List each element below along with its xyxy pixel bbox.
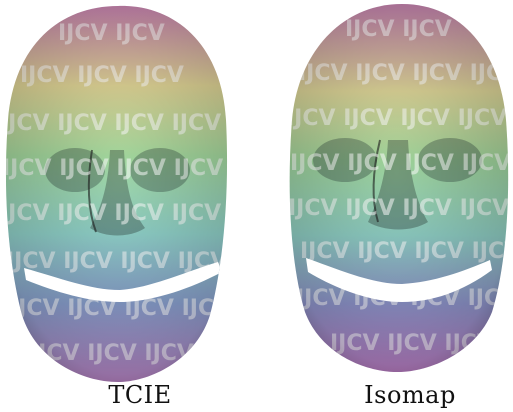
caption-isomap: Isomap bbox=[364, 381, 456, 409]
mouth-gap bbox=[306, 258, 492, 302]
mouth-gap bbox=[24, 262, 222, 302]
face-isomap: IJCV IJCV IJCV IJCV IJCV IJCV IJCV IJCV … bbox=[289, 4, 509, 372]
caption-tcie: TCIE bbox=[108, 381, 172, 409]
face-tcie: IJCV IJCV IJCV IJCV IJCV IJCV IJCV IJCV … bbox=[5, 5, 228, 383]
